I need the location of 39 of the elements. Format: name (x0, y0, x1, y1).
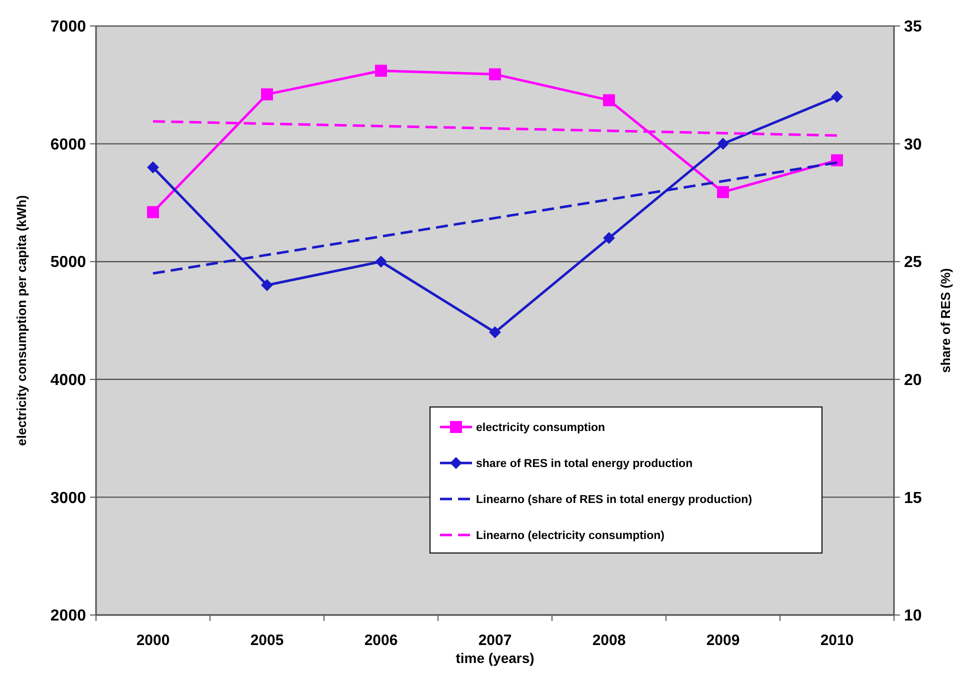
legend-label: electricity consumption (476, 422, 606, 434)
point (603, 232, 615, 244)
x-tick-label: 2010 (820, 632, 854, 649)
point (717, 186, 729, 198)
point (261, 88, 273, 100)
y2-tick-label: 10 (904, 608, 922, 625)
y-axis-title: electricity consumption per capita (kWh) (14, 195, 29, 446)
point (147, 161, 159, 174)
x-tick-label: 2008 (592, 632, 626, 649)
legend-label: share of RES in total energy production (476, 458, 693, 470)
point (147, 206, 159, 218)
y-tick-label: 5000 (50, 254, 86, 272)
x-tick-label: 2009 (706, 632, 740, 649)
point (717, 138, 729, 150)
x-tick-label: 2007 (478, 632, 512, 649)
y2-tick-label: 20 (904, 372, 922, 389)
x-tick-label: 2006 (364, 632, 398, 649)
y2-tick-label: 25 (904, 254, 922, 272)
point (489, 68, 501, 80)
y-tick-label: 7000 (50, 18, 86, 36)
y2-tick-label: 35 (904, 18, 922, 36)
point (261, 279, 273, 292)
point (375, 64, 387, 77)
point (603, 94, 615, 106)
point (375, 256, 387, 268)
x-tick-label: 2005 (250, 632, 284, 649)
y2-tick-label: 30 (904, 136, 922, 154)
y-tick-label: 3000 (50, 490, 86, 507)
y-tick-label: 6000 (50, 136, 86, 154)
x-axis-title: time (years) (456, 650, 534, 666)
y2-tick-label: 15 (904, 490, 922, 507)
x-tick-label: 2000 (136, 632, 170, 649)
y-tick-label: 4000 (50, 372, 86, 389)
point (831, 90, 843, 103)
legend-label: Linearno (share of RES in total energy production) (476, 494, 752, 506)
legend-label: Linearno (electricity consumption) (476, 530, 665, 542)
y-tick-label: 2000 (50, 608, 86, 625)
point (489, 326, 501, 338)
y2-axis-title: share of RES (%) (938, 268, 953, 373)
